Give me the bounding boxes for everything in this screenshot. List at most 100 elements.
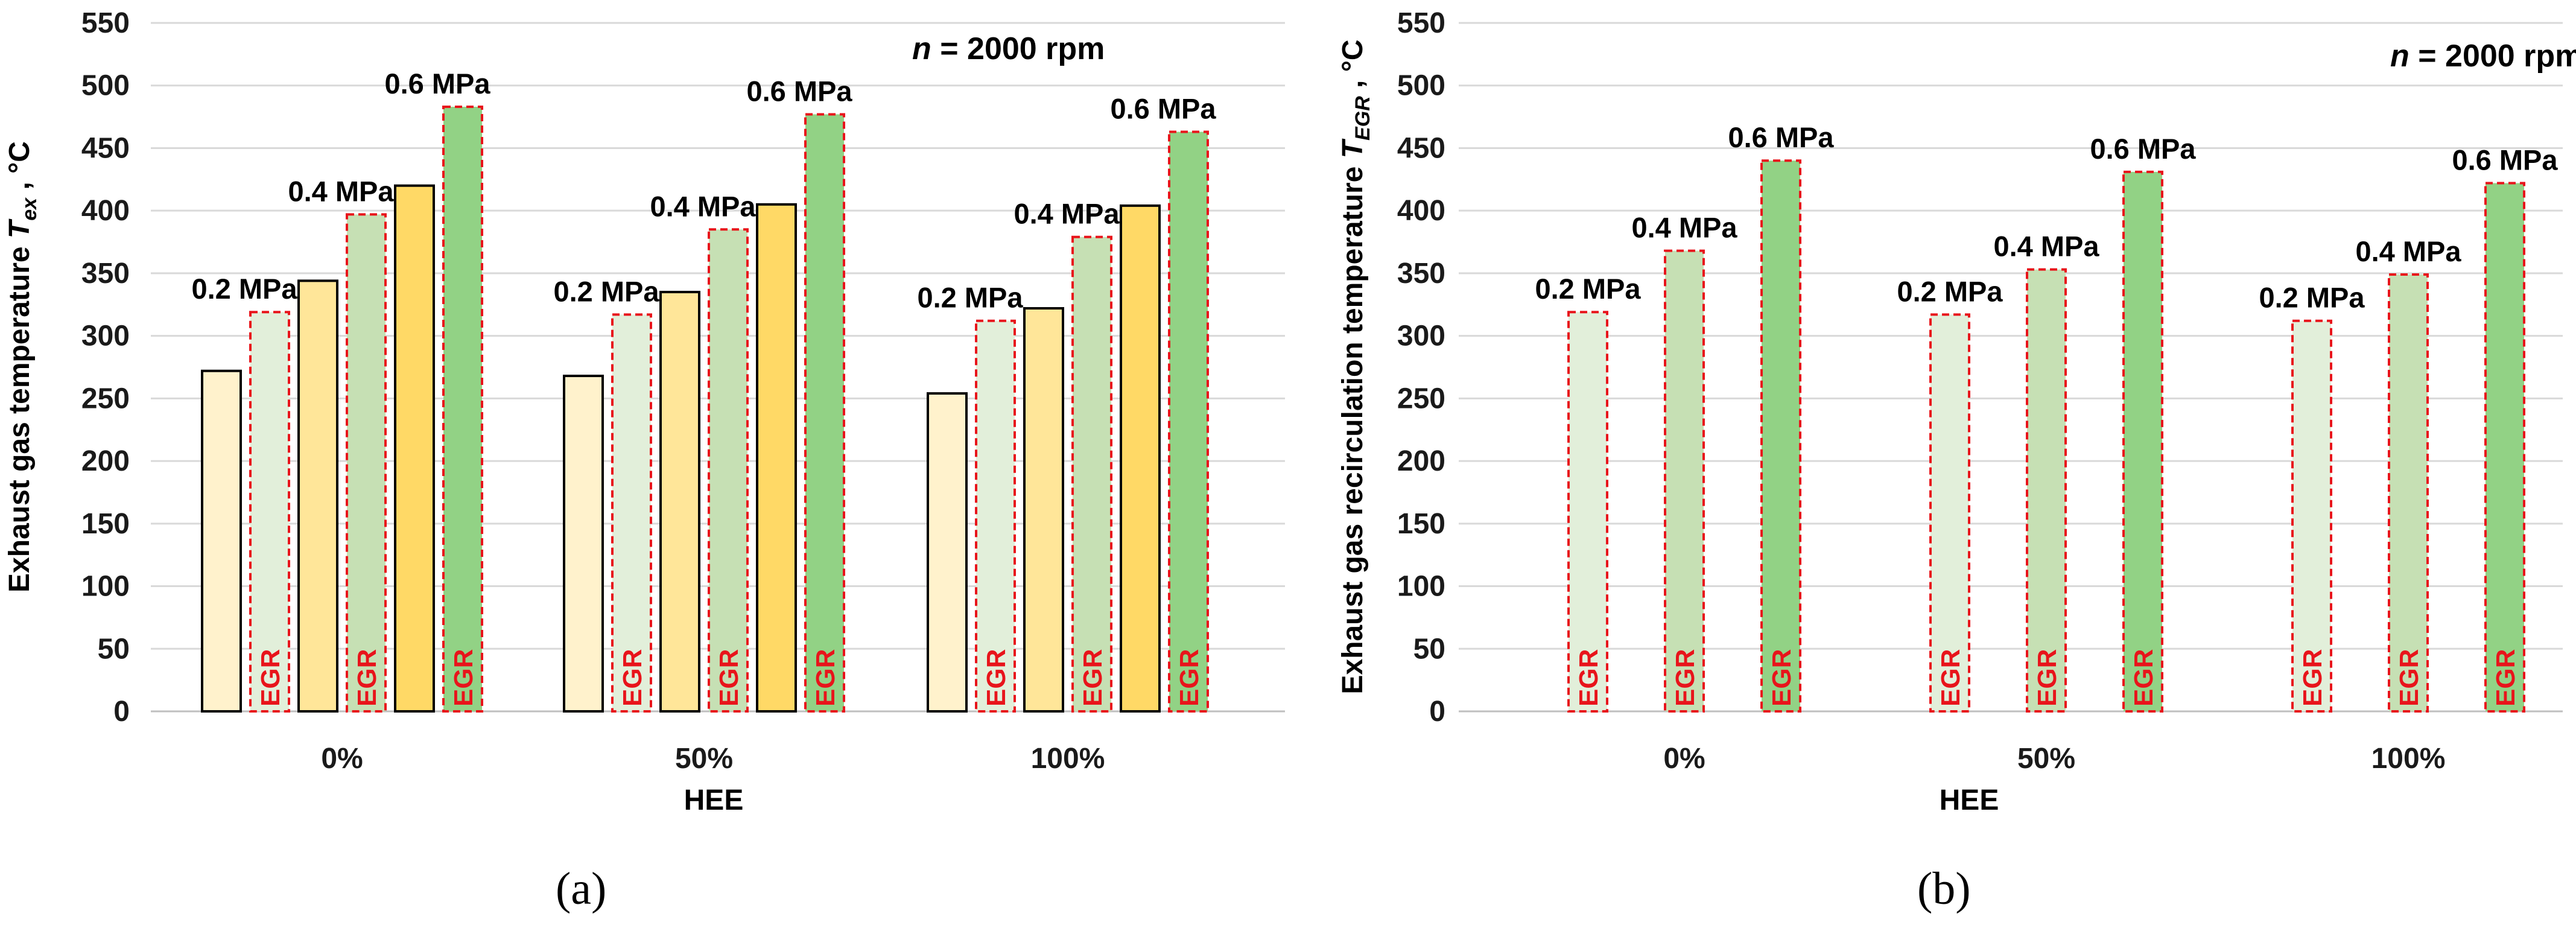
- pressure-label: 0.6 MPa: [1728, 121, 1834, 153]
- y-tick-label: 550: [81, 7, 130, 39]
- x-category-label: 0%: [1663, 743, 1705, 775]
- bar-egr: [975, 319, 1016, 713]
- y-tick-label: 500: [81, 70, 130, 102]
- pressure-label: 0.6 MPa: [2090, 133, 2196, 165]
- bar-egr: [2484, 182, 2525, 713]
- pressure-label: 0.4 MPa: [2355, 235, 2461, 267]
- y-tick-label: 400: [81, 195, 130, 227]
- chart-b: 0 50 100 150 200 250 300 350 400 450 500 550 EGR EGR E…: [1337, 7, 2576, 816]
- pressure-label: 0.4 MPa: [1014, 198, 1120, 230]
- pressure-label: 0.2 MPa: [553, 275, 659, 307]
- y-tick-label: 150: [81, 508, 130, 540]
- bar-egr: [708, 228, 749, 713]
- y-tick-label: 0: [1429, 696, 1445, 728]
- egr-bar-label: EGR: [2394, 649, 2424, 707]
- y-tick-label: 250: [81, 383, 130, 415]
- x-axis-title: HEE: [1940, 784, 1999, 816]
- bar: [563, 375, 604, 713]
- pressure-label: 0.4 MPa: [1631, 212, 1737, 244]
- bar-egr: [1929, 313, 1970, 713]
- y-tick-label: 250: [1397, 383, 1445, 415]
- egr-bar-label: EGR: [1175, 649, 1204, 707]
- pressure-label: 0.6 MPa: [1110, 92, 1216, 124]
- bar: [394, 184, 435, 713]
- egr-bar-label: EGR: [1670, 649, 1700, 707]
- y-tick-label: 50: [98, 633, 130, 665]
- bar-egr: [249, 311, 290, 713]
- egr-bar-label: EGR: [982, 649, 1011, 707]
- x-category-label: 50%: [2017, 743, 2075, 775]
- y-tick-label: 500: [1397, 70, 1445, 102]
- x-category-label: 50%: [675, 743, 733, 775]
- egr-bar-label: EGR: [2491, 649, 2520, 707]
- y-tick-label: 200: [1397, 445, 1445, 477]
- bar: [927, 392, 968, 713]
- bar-egr: [2122, 170, 2163, 713]
- x-category-label: 0%: [321, 743, 363, 775]
- y-tick-label: 550: [1397, 7, 1445, 39]
- y-tick-label: 150: [1397, 508, 1445, 540]
- bar-egr: [346, 213, 387, 713]
- pressure-label: 0.2 MPa: [1897, 275, 2003, 307]
- x-axis-title: HEE: [684, 784, 744, 816]
- bar: [1023, 307, 1064, 713]
- y-axis-title: Exhaust gas temperature Tex , °C: [4, 141, 41, 592]
- egr-bar-label: EGR: [256, 649, 285, 707]
- egr-bar-label: EGR: [1936, 649, 1965, 707]
- bar-egr: [1071, 235, 1112, 713]
- pressure-label: 0.6 MPa: [2452, 144, 2558, 176]
- chart-a: 0 50 100 150 200 250 300 350 400 450 500 550 EGR EGR E…: [4, 7, 1285, 816]
- bar: [659, 291, 700, 713]
- y-tick-label: 100: [1397, 571, 1445, 603]
- bar-egr: [1567, 311, 1608, 713]
- pressure-label: 0.4 MPa: [288, 175, 394, 207]
- y-tick-label: 50: [1413, 633, 1445, 665]
- egr-bar-label: EGR: [2298, 649, 2327, 707]
- egr-bar-label: EGR: [811, 649, 840, 707]
- bar-egr: [1168, 130, 1209, 713]
- bar-egr: [804, 113, 845, 713]
- x-category-label: 100%: [1031, 743, 1105, 775]
- bar: [1120, 204, 1161, 713]
- pressure-label: 0.2 MPa: [1535, 273, 1641, 305]
- bar-egr: [1664, 249, 1705, 713]
- pressure-label: 0.6 MPa: [384, 68, 490, 100]
- y-tick-label: 300: [81, 320, 130, 352]
- pressure-label: 0.4 MPa: [1993, 230, 2099, 262]
- bar-egr: [611, 313, 652, 713]
- speed-annotation: n = 2000 rpm: [912, 31, 1105, 66]
- pressure-label: 0.6 MPa: [746, 75, 852, 107]
- bar: [756, 203, 797, 713]
- y-tick-label: 100: [81, 571, 130, 603]
- pressure-label: 0.2 MPa: [191, 273, 297, 305]
- bar-egr: [2291, 319, 2332, 713]
- bar-egr: [442, 105, 483, 713]
- y-tick-label: 350: [81, 258, 130, 290]
- egr-bar-label: EGR: [1574, 649, 1604, 707]
- y-tick-label: 0: [113, 696, 130, 728]
- egr-bar-label: EGR: [2032, 649, 2062, 707]
- x-category-label: 100%: [2371, 743, 2446, 775]
- pressure-label: 0.2 MPa: [917, 282, 1023, 314]
- speed-annotation: n = 2000 rpm: [2390, 39, 2576, 74]
- panel-label-a: (a): [556, 863, 607, 914]
- y-tick-label: 450: [1397, 132, 1445, 164]
- bar: [297, 279, 338, 713]
- egr-bar-label: EGR: [714, 649, 744, 707]
- pressure-label: 0.2 MPa: [2259, 282, 2365, 314]
- y-tick-label: 300: [1397, 320, 1445, 352]
- y-tick-label: 350: [1397, 258, 1445, 290]
- egr-bar-label: EGR: [1078, 649, 1108, 707]
- bar-egr: [2026, 268, 2067, 713]
- egr-bar-label: EGR: [1767, 649, 1797, 707]
- panel-label-b: (b): [1917, 863, 1971, 914]
- bar-egr: [1760, 159, 1801, 713]
- egr-bar-label: EGR: [618, 649, 647, 707]
- bar: [201, 369, 242, 713]
- bar-egr: [2388, 273, 2429, 713]
- egr-bar-label: EGR: [2129, 649, 2159, 707]
- pressure-label: 0.4 MPa: [650, 190, 756, 222]
- y-axis-title: Exhaust gas recirculation temperature TE…: [1337, 39, 1374, 694]
- y-tick-label: 400: [1397, 195, 1445, 227]
- y-tick-label: 200: [81, 445, 130, 477]
